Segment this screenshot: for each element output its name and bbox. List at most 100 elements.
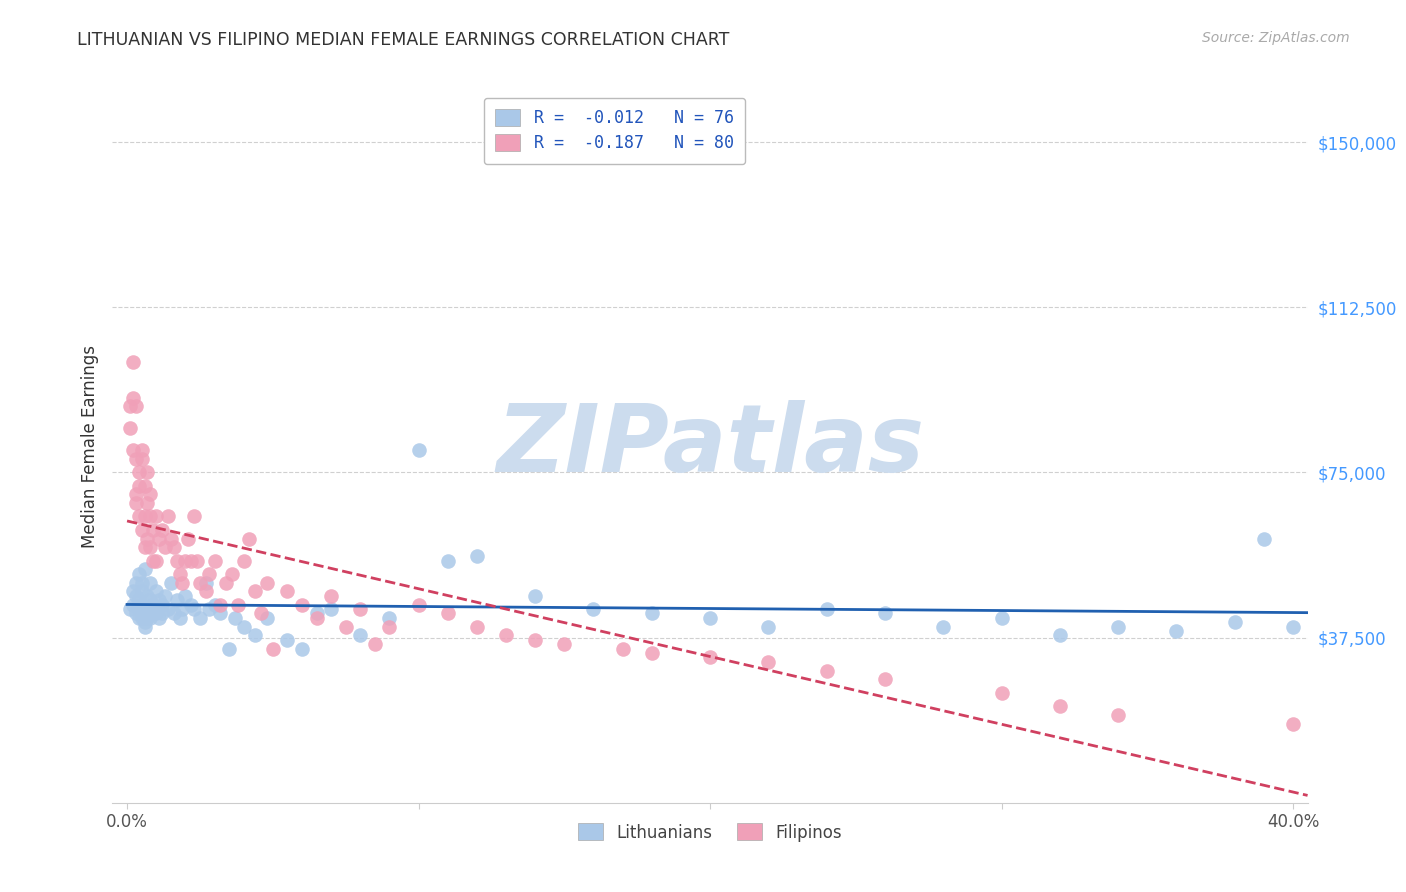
Point [125, 607, 148, 621]
Point [125, 496, 148, 510]
Point [136, 532, 159, 546]
Point [238, 532, 260, 546]
Point [122, 584, 145, 599]
Point [153, 541, 176, 555]
Point [209, 607, 232, 621]
Point [131, 452, 153, 467]
Point [131, 611, 153, 625]
Point [131, 598, 153, 612]
Point [134, 478, 156, 492]
Point [139, 575, 162, 590]
Point [139, 611, 162, 625]
Point [408, 598, 430, 612]
Point [756, 655, 779, 669]
Point [262, 641, 284, 656]
Point [125, 400, 148, 414]
Point [148, 593, 170, 607]
Point [226, 598, 249, 612]
Point [128, 611, 150, 625]
Point [156, 509, 179, 524]
Point [305, 607, 328, 621]
Point [378, 611, 401, 625]
Point [148, 532, 170, 546]
Point [204, 553, 226, 567]
Point [204, 598, 226, 612]
Point [1107, 619, 1129, 633]
Point [194, 584, 217, 599]
Point [349, 602, 371, 616]
Point [250, 607, 273, 621]
Point [215, 575, 238, 590]
Point [408, 443, 430, 458]
Point [1166, 624, 1188, 638]
Point [641, 646, 664, 660]
Point [197, 566, 219, 581]
Point [364, 637, 387, 651]
Point [148, 611, 170, 625]
Point [150, 598, 173, 612]
Point [183, 602, 205, 616]
Point [131, 443, 153, 458]
Point [465, 619, 488, 633]
Point [139, 487, 162, 501]
Point [990, 611, 1012, 625]
Point [188, 575, 211, 590]
Point [134, 615, 156, 630]
Point [378, 619, 401, 633]
Point [139, 541, 162, 555]
Point [699, 611, 721, 625]
Point [873, 673, 896, 687]
Point [134, 509, 156, 524]
Point [232, 619, 254, 633]
Point [128, 566, 150, 581]
Point [131, 523, 153, 537]
Point [180, 553, 202, 567]
Point [256, 611, 278, 625]
Point [221, 566, 243, 581]
Point [183, 509, 205, 524]
Point [163, 607, 186, 621]
Point [495, 628, 517, 642]
Point [524, 632, 547, 647]
Point [145, 509, 167, 524]
Point [756, 619, 779, 633]
Point [122, 391, 145, 405]
Point [122, 443, 145, 458]
Point [319, 602, 342, 616]
Point [166, 593, 188, 607]
Point [131, 575, 153, 590]
Point [256, 575, 278, 590]
Text: LITHUANIAN VS FILIPINO MEDIAN FEMALE EARNINGS CORRELATION CHART: LITHUANIAN VS FILIPINO MEDIAN FEMALE EAR… [77, 31, 730, 49]
Point [174, 553, 197, 567]
Point [177, 532, 200, 546]
Point [136, 607, 159, 621]
Point [159, 532, 181, 546]
Point [188, 611, 211, 625]
Point [174, 589, 197, 603]
Point [150, 523, 173, 537]
Point [245, 628, 267, 642]
Point [641, 607, 664, 621]
Point [145, 553, 167, 567]
Point [118, 602, 141, 616]
Point [134, 562, 156, 576]
Point [291, 598, 314, 612]
Y-axis label: Median Female Earnings: Median Female Earnings [80, 344, 98, 548]
Point [142, 553, 165, 567]
Point [122, 598, 145, 612]
Text: ZIPatlas: ZIPatlas [496, 400, 924, 492]
Legend: Lithuanians, Filipinos: Lithuanians, Filipinos [568, 814, 852, 852]
Point [131, 584, 153, 599]
Point [186, 553, 208, 567]
Point [1282, 716, 1305, 731]
Point [1282, 619, 1305, 633]
Point [145, 584, 167, 599]
Point [815, 602, 838, 616]
Point [582, 602, 605, 616]
Point [134, 602, 156, 616]
Point [1253, 532, 1275, 546]
Point [209, 598, 232, 612]
Point [128, 602, 150, 616]
Point [163, 541, 186, 555]
Point [305, 611, 328, 625]
